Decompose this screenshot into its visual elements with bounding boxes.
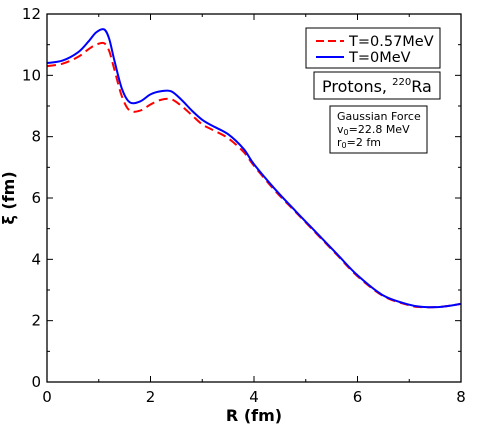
nucleus-box	[313, 71, 441, 100]
x-tick-label: 4	[249, 388, 259, 406]
nucleus-mass-number: 220	[392, 77, 411, 88]
legend-label-t0: T=0MeV	[348, 50, 411, 66]
x-tick-label: 2	[146, 388, 156, 406]
legend-label-t057: T=0.57MeV	[348, 34, 434, 50]
plot-frame	[46, 13, 462, 383]
force-v-symbol: v	[337, 123, 344, 136]
x-tick-label: 8	[456, 388, 466, 406]
force-v-value: =22.8 MeV	[349, 123, 410, 136]
y-tick-label: 2	[31, 312, 41, 330]
y-tick-label: 8	[31, 128, 41, 146]
nucleus-element: Ra	[411, 77, 432, 96]
force-annotation: Gaussian Force v0=22.8 MeV r0=2 fm	[329, 105, 428, 154]
x-axis-title: R (fm)	[226, 406, 282, 425]
x-tick-label: 0	[42, 388, 52, 406]
nucleus-prefix: Protons,	[322, 77, 392, 96]
y-tick-label: 6	[31, 189, 41, 207]
series-line-t0	[47, 28, 461, 309]
tick-labels: 0 2 4 6 8 0 2 4 6 8 10 12	[22, 5, 466, 406]
series-layer	[47, 28, 461, 309]
legend: T=0.57MeV T=0MeV	[305, 27, 441, 69]
force-r0: r0=2 fm	[337, 136, 381, 150]
force-v0: v0=22.8 MeV	[337, 123, 410, 137]
legend-box	[305, 27, 441, 69]
nucleus-label: Protons, 220Ra	[322, 77, 432, 96]
axis-ticks	[46, 13, 462, 383]
force-r-value: =2 fm	[347, 136, 381, 149]
force-r-symbol: r	[337, 136, 342, 149]
y-tick-label: 10	[22, 66, 41, 84]
y-tick-label: 0	[31, 373, 41, 391]
nucleus-annotation: Protons, 220Ra	[313, 71, 441, 100]
y-tick-label: 4	[31, 250, 41, 268]
force-title: Gaussian Force	[337, 110, 421, 123]
force-r-subscript: 0	[342, 141, 347, 150]
force-box	[329, 105, 428, 154]
y-axis-title: ξ (fm)	[0, 171, 18, 224]
y-tick-label: 12	[22, 5, 41, 23]
force-v-subscript: 0	[344, 128, 349, 137]
x-tick-label: 6	[353, 388, 363, 406]
